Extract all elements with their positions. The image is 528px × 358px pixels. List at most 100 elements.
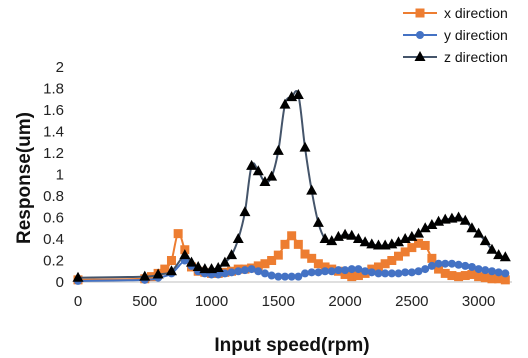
data-point: [319, 233, 331, 243]
data-point: [227, 268, 236, 277]
data-point: [501, 269, 510, 278]
data-point: [340, 269, 350, 279]
y-tick-label: 1.4: [43, 124, 64, 141]
data-point: [314, 268, 323, 277]
data-point: [434, 264, 444, 274]
data-point: [361, 267, 370, 276]
data-point: [273, 250, 283, 260]
data-point: [294, 272, 303, 281]
data-point: [407, 243, 417, 253]
data-point: [272, 144, 284, 155]
x-axis-title: Input speed(rpm): [214, 335, 369, 356]
data-point: [427, 253, 437, 263]
data-point: [493, 249, 505, 260]
data-point: [487, 274, 497, 284]
series-triangle: [72, 88, 511, 282]
data-point: [454, 272, 464, 282]
legend-marker: [415, 8, 425, 18]
data-point: [266, 170, 278, 181]
data-point: [279, 98, 291, 109]
data-point: [487, 267, 496, 276]
y-tick-label: 1.6: [43, 102, 64, 119]
data-point: [307, 253, 317, 263]
data-point: [466, 222, 478, 233]
data-point: [354, 265, 363, 274]
legend-marker: [414, 51, 426, 61]
data-point: [400, 247, 410, 257]
data-point: [392, 236, 404, 247]
data-point: [327, 267, 336, 276]
data-point: [307, 268, 316, 277]
data-point: [381, 269, 390, 278]
data-point: [301, 269, 310, 278]
x-tick-label: 3000: [462, 293, 495, 310]
y-tick-label: 0.6: [43, 210, 64, 227]
data-point: [426, 219, 438, 230]
data-point: [280, 272, 289, 281]
data-point: [440, 268, 450, 278]
data-point: [179, 249, 191, 260]
data-point: [427, 261, 436, 270]
data-point: [380, 259, 390, 269]
data-point: [481, 266, 490, 275]
data-point: [467, 269, 477, 279]
data-point: [334, 266, 343, 275]
data-point: [460, 271, 470, 281]
data-point: [447, 259, 456, 268]
data-point: [434, 259, 443, 268]
data-point: [267, 271, 276, 280]
y-tick-label: 2: [56, 59, 64, 76]
data-point: [393, 251, 403, 261]
data-point: [353, 271, 363, 281]
data-point: [474, 272, 484, 282]
data-point: [401, 268, 410, 277]
data-point: [367, 268, 376, 277]
data-point: [499, 251, 511, 262]
data-point: [287, 231, 297, 241]
data-point: [352, 233, 364, 243]
legend-label: z direction: [444, 49, 508, 65]
data-point: [387, 256, 397, 265]
data-point: [467, 262, 476, 271]
x-tick-label: 0: [74, 293, 82, 310]
data-point: [165, 265, 177, 276]
data-point: [459, 214, 471, 225]
data-point: [252, 165, 264, 176]
data-point: [406, 230, 418, 241]
data-point: [321, 267, 330, 276]
y-tick-label: 0.8: [43, 188, 64, 205]
data-point: [166, 256, 176, 265]
data-point: [480, 273, 490, 283]
data-point: [473, 227, 485, 238]
data-point: [494, 274, 504, 284]
data-point: [359, 236, 371, 247]
data-point: [139, 270, 151, 281]
data-point: [239, 206, 251, 217]
data-point: [313, 259, 323, 269]
series-layer: [72, 88, 511, 285]
data-point: [341, 266, 350, 275]
data-point: [212, 262, 224, 273]
data-point: [447, 271, 457, 281]
data-point: [254, 267, 263, 276]
data-point: [421, 265, 430, 274]
data-point: [240, 266, 249, 275]
data-point: [312, 216, 324, 227]
data-point: [260, 259, 270, 269]
data-point: [366, 238, 378, 249]
data-point: [494, 268, 503, 277]
legend-item: x direction: [403, 5, 508, 21]
data-point: [274, 272, 283, 281]
data-point: [259, 176, 271, 187]
data-point: [374, 269, 383, 278]
data-point: [407, 268, 416, 277]
y-axis-title: Response(um): [14, 112, 35, 244]
data-point: [186, 256, 198, 267]
data-point: [247, 265, 256, 274]
legend-label: x direction: [444, 5, 508, 21]
data-point: [234, 267, 243, 276]
data-point: [461, 261, 470, 270]
legend: x direction y direction z direction: [403, 5, 508, 65]
data-point: [300, 249, 310, 259]
